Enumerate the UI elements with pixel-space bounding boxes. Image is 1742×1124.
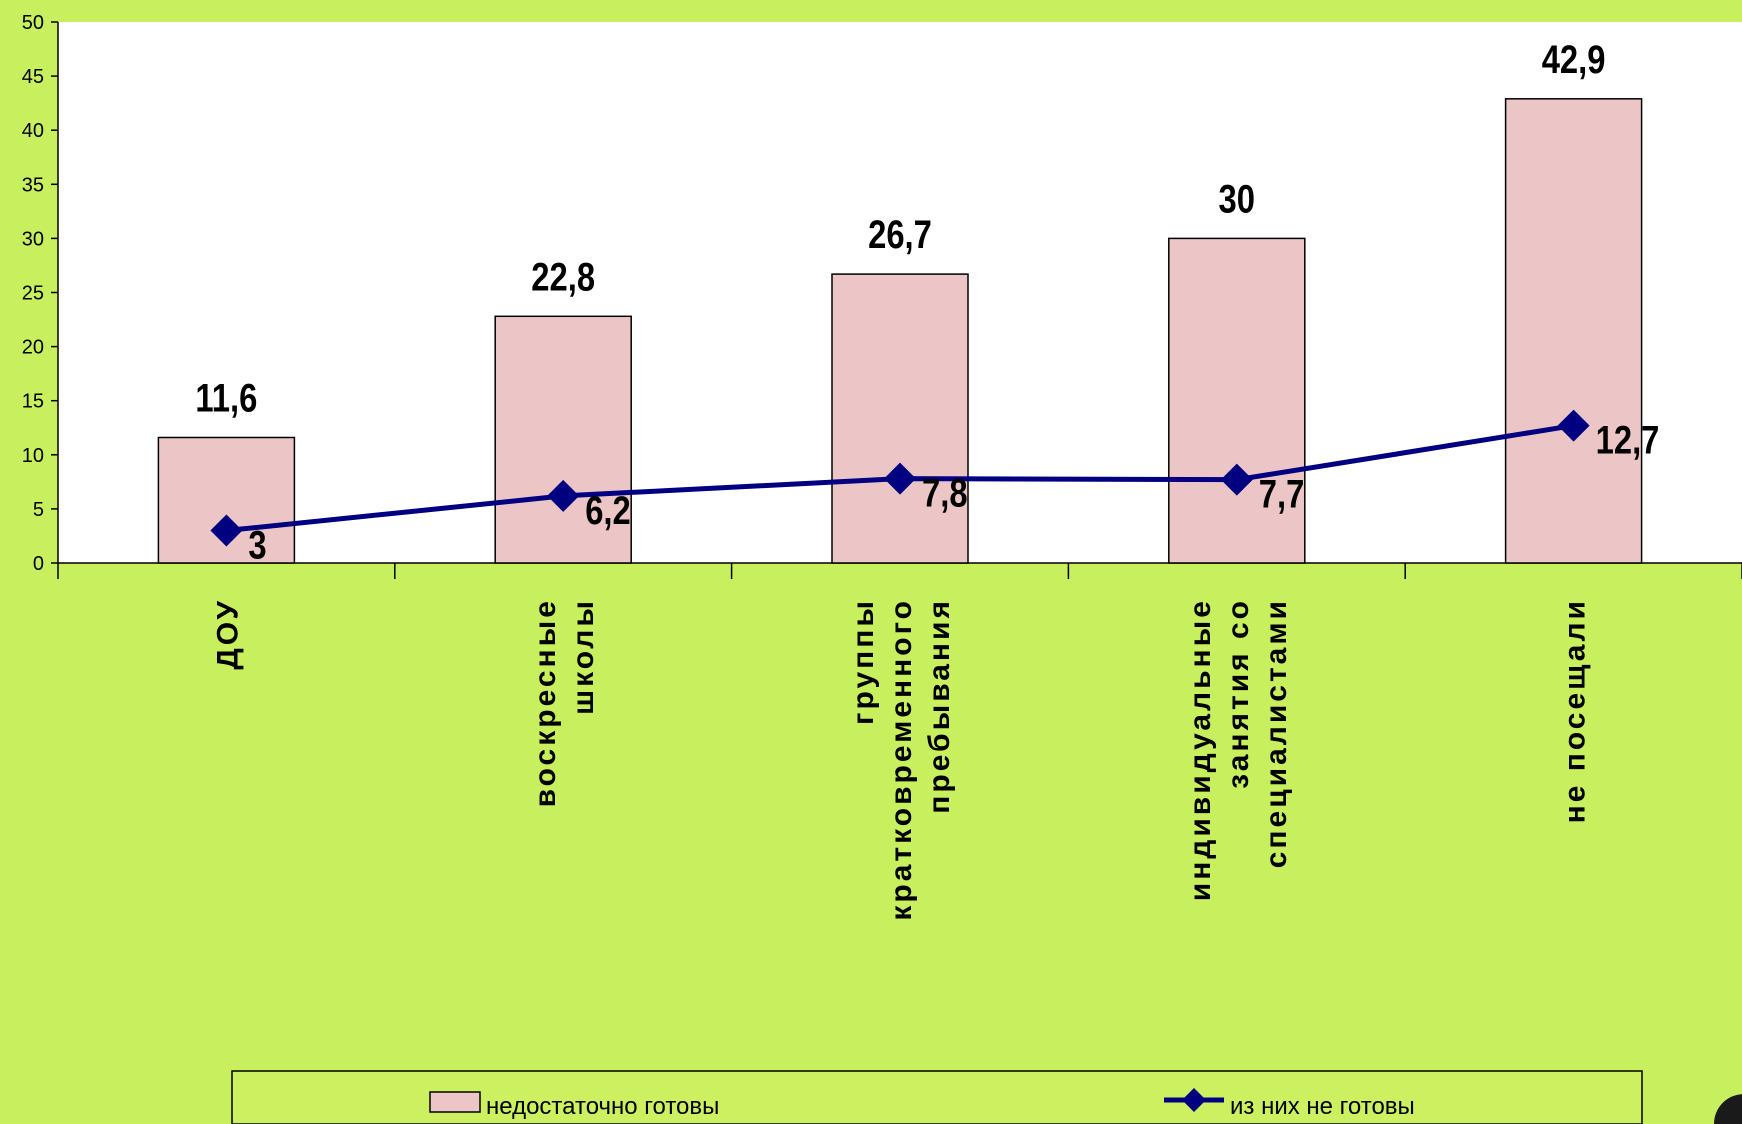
category-label: индивидуальные — [1184, 598, 1217, 901]
y-tick-label: 15 — [22, 391, 44, 413]
category-label: школы — [567, 598, 600, 715]
line-marker — [210, 514, 243, 547]
y-tick-label: 40 — [22, 120, 44, 142]
line-marker — [884, 462, 916, 495]
y-tick-label: 35 — [22, 174, 44, 196]
bar-data-label: 26,7 — [868, 212, 932, 257]
line-marker — [1220, 463, 1253, 496]
category-label: кратковременного — [885, 598, 918, 921]
y-tick-label: 45 — [22, 66, 44, 88]
legend-swatch-bar — [429, 1091, 481, 1113]
legend: недостаточно готовы из них не готовы — [231, 1070, 1643, 1124]
y-tick-label: 0 — [33, 553, 44, 575]
bar-data-label: 22,8 — [531, 254, 595, 299]
line-data-labels: 3 6,2 7,8 7,7 12,7 — [248, 417, 1659, 567]
bar — [1168, 237, 1306, 564]
line-series — [210, 409, 1590, 547]
y-tick-label: 30 — [22, 228, 44, 250]
legend-marker-diamond — [1182, 1088, 1206, 1112]
y-axis: 0 5 10 15 20 25 30 35 40 45 50 — [22, 12, 59, 575]
corner-ornament — [1714, 1094, 1742, 1124]
bar-data-label: 42,9 — [1542, 37, 1606, 82]
line-data-label: 6,2 — [585, 488, 631, 533]
category-label: воскресные — [529, 598, 562, 807]
line-data-label: 7,7 — [1259, 472, 1305, 517]
y-tick-label: 50 — [22, 12, 44, 34]
y-tick-label: 10 — [22, 445, 44, 467]
bar-data-labels: 11,6 22,8 26,7 30 42,9 — [195, 37, 1605, 421]
y-tick-label: 20 — [22, 337, 44, 359]
category-label: пребывания — [923, 598, 956, 814]
line-data-label: 12,7 — [1596, 417, 1660, 462]
line-marker — [547, 479, 580, 512]
line-data-label: 3 — [248, 522, 266, 567]
category-label: не посещали — [1559, 598, 1592, 823]
x-axis — [57, 562, 1742, 579]
category-label: специалистами — [1260, 598, 1293, 868]
line-marker — [1557, 409, 1590, 442]
y-tick-label: 25 — [22, 283, 44, 305]
category-label: занятия со — [1222, 598, 1255, 789]
category-label: ДОУ — [211, 598, 244, 670]
bar-data-label: 30 — [1219, 176, 1255, 221]
legend-label-line: из них не готовы — [1230, 1093, 1415, 1120]
bar-data-label: 11,6 — [195, 375, 257, 420]
bar — [494, 315, 632, 564]
legend-label-bar: недостаточно готовы — [486, 1093, 719, 1120]
line-data-label: 7,8 — [922, 471, 968, 516]
bar — [1504, 98, 1643, 564]
category-label: группы — [847, 598, 880, 725]
category-labels: ДОУ воскресные школы группы кратковременного… — [211, 598, 1591, 921]
bar — [831, 273, 969, 564]
y-tick-label: 5 — [33, 499, 44, 521]
